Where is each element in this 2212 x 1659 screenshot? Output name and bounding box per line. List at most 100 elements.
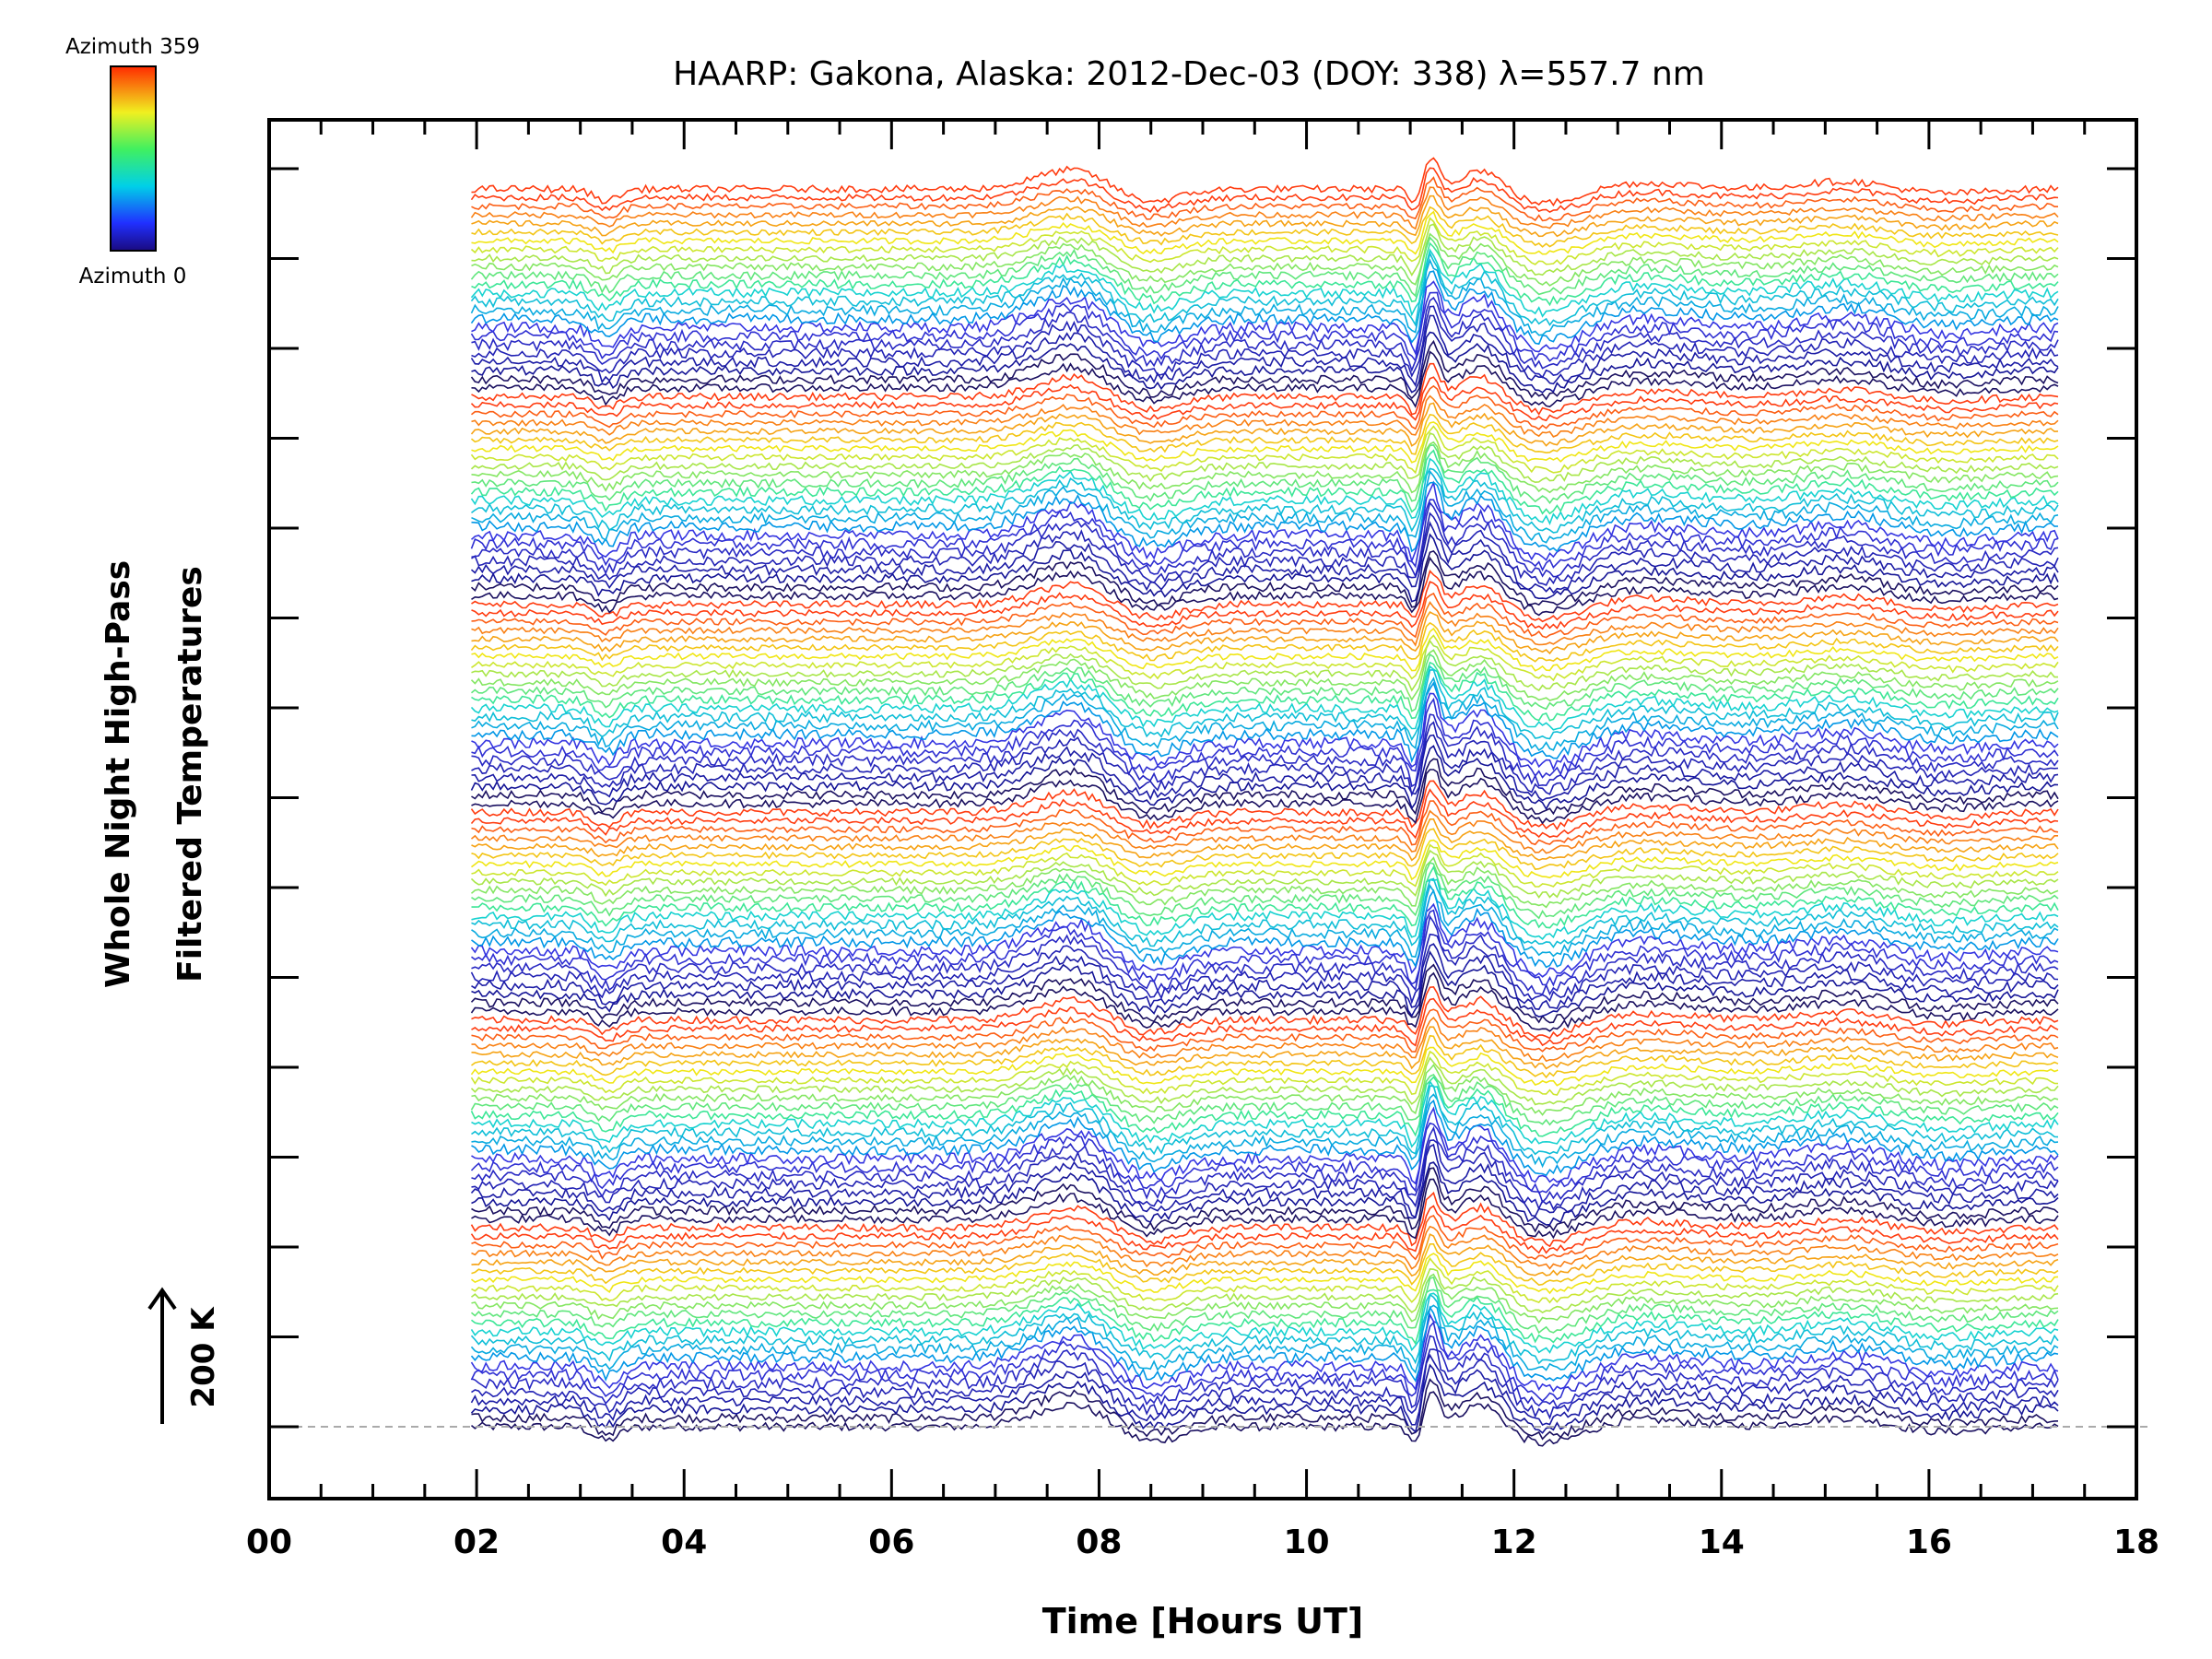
series-line <box>471 500 2059 579</box>
series-line <box>471 444 2059 505</box>
series-line <box>470 376 2059 422</box>
series-line <box>471 950 2059 1018</box>
series-line <box>471 800 2059 846</box>
series-line <box>471 331 2059 394</box>
series-line <box>470 1205 2059 1254</box>
series-line <box>471 469 2059 544</box>
series-line <box>470 1076 2059 1137</box>
series-line <box>471 828 2059 870</box>
series-line <box>471 914 2059 996</box>
series-line <box>470 270 2059 346</box>
series-line <box>470 480 2059 564</box>
series-line <box>471 210 2059 255</box>
series-line <box>471 362 2059 416</box>
series-line <box>470 521 2059 594</box>
series-line <box>471 1273 2059 1324</box>
series-line <box>471 305 2059 379</box>
series-line <box>470 621 2059 663</box>
x-tick-label: 12 <box>1491 1524 1537 1561</box>
series-line <box>471 985 2059 1040</box>
series-line <box>470 457 2059 526</box>
series-line <box>471 581 2059 630</box>
series-line <box>471 639 2058 692</box>
series-line <box>471 1253 2059 1295</box>
y-axis-label-line1: Whole Night High-Pass <box>100 560 137 988</box>
series-line <box>470 1312 2059 1393</box>
series-line <box>471 877 2059 948</box>
series-line <box>471 865 2059 929</box>
series-line <box>471 862 2059 920</box>
x-tick-label: 00 <box>246 1524 292 1561</box>
series-line <box>470 402 2059 447</box>
series-line <box>471 421 2059 464</box>
series-line <box>470 933 2059 1005</box>
series-line <box>471 888 2059 969</box>
series-line <box>471 157 2059 207</box>
scale-arrow <box>147 1287 177 1424</box>
series-line <box>471 1085 2059 1156</box>
series-line <box>470 653 2059 712</box>
series-line <box>470 186 2059 230</box>
series-line <box>471 611 2059 655</box>
series-line <box>471 1079 2059 1148</box>
series-line <box>470 1277 2059 1335</box>
series-line <box>471 350 2059 408</box>
series-line <box>471 627 2059 672</box>
series-line <box>471 681 2059 764</box>
series-line <box>470 1321 2059 1403</box>
scale-label: 200 K <box>185 1306 222 1408</box>
series-line <box>471 206 2059 248</box>
series-line <box>470 1293 2059 1365</box>
series-line <box>470 809 2058 854</box>
series-line <box>470 1191 2059 1248</box>
x-tick-label: 10 <box>1284 1524 1330 1561</box>
x-tick-label: 16 <box>1906 1524 1952 1561</box>
series-line <box>471 1348 2059 1420</box>
series-line <box>471 1167 2059 1233</box>
series-line <box>471 241 2059 307</box>
x-tick-label: 18 <box>2113 1524 2159 1561</box>
series-line <box>471 661 2059 722</box>
series-line <box>471 668 2059 742</box>
series-line <box>471 467 2059 534</box>
y-axis-label-line2: Filtered Temperatures <box>171 566 209 982</box>
series-line <box>470 258 2059 336</box>
series-line <box>471 176 2058 222</box>
series-line <box>471 713 2059 788</box>
series-line <box>471 1225 2059 1270</box>
series-line <box>471 570 2059 623</box>
series-line <box>470 291 2059 363</box>
series-line <box>471 1268 2059 1314</box>
chart-title: HAARP: Gakona, Alaska: 2012-Dec-03 (DOY:… <box>673 55 1705 93</box>
series-line <box>471 1257 2059 1304</box>
x-tick-label: 06 <box>868 1524 914 1561</box>
series-line <box>471 818 2059 862</box>
series-line <box>471 1099 2059 1177</box>
series-line <box>471 592 2059 639</box>
series-line <box>470 1056 2059 1106</box>
series-line <box>470 788 2059 840</box>
x-tick-labels: 00 02 04 06 08 10 12 14 16 18 <box>246 1524 2159 1561</box>
series-line <box>470 248 2059 318</box>
series-line <box>471 697 2059 779</box>
series-line <box>470 339 2059 401</box>
series-line <box>470 665 2059 731</box>
series-line <box>470 1353 2059 1427</box>
series-line <box>471 194 2059 238</box>
series-line <box>470 549 2059 608</box>
series-line <box>470 1292 2059 1354</box>
series-line <box>470 849 2059 900</box>
series-line <box>471 1017 2059 1063</box>
x-tick-label: 08 <box>1076 1524 1122 1561</box>
series-line <box>470 1046 2059 1087</box>
series-line <box>470 1073 2059 1126</box>
series-line <box>471 481 2059 553</box>
series-line <box>471 1064 2059 1116</box>
series-line <box>471 1106 2059 1185</box>
series-line <box>470 745 2059 811</box>
colorbar-gradient <box>110 65 157 252</box>
colorbar: Azimuth 359 Azimuth 0 <box>65 35 200 288</box>
series-line <box>471 384 2059 430</box>
series-line <box>471 634 2059 682</box>
